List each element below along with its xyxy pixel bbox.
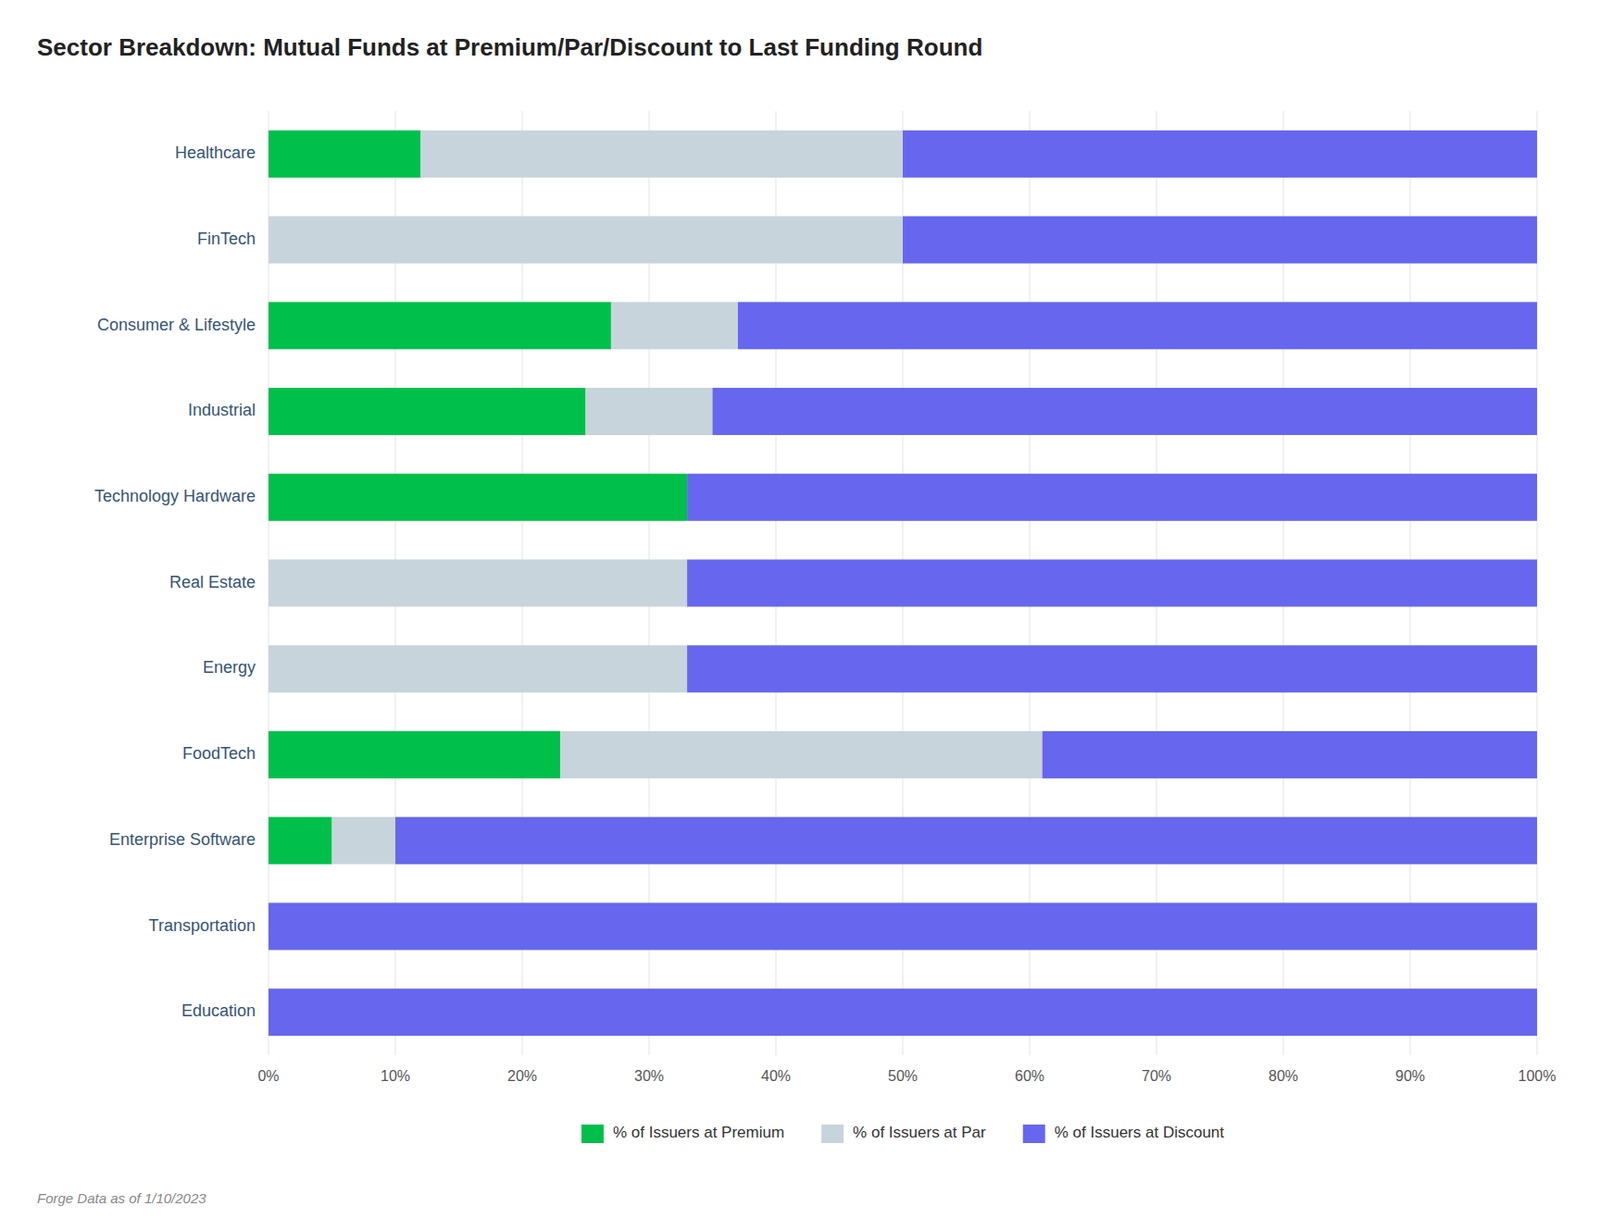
y-axis: Education Transportation Enterprise Softwa… bbox=[94, 143, 256, 1021]
title: Sector Breakdown: Mutual Funds at Premiu… bbox=[37, 33, 983, 62]
bar-segment bbox=[586, 387, 713, 436]
legend-item: % of Issuers at Par bbox=[821, 1124, 987, 1144]
x-tick-label: 0% bbox=[257, 1068, 279, 1085]
legend-swatch bbox=[581, 1125, 604, 1144]
bar-segment bbox=[687, 645, 1538, 693]
x-tick-label: 20% bbox=[507, 1068, 538, 1085]
bar-segment bbox=[712, 387, 1538, 436]
background bbox=[0, 0, 1600, 1231]
legend-swatch bbox=[1023, 1125, 1046, 1144]
bar-segment bbox=[268, 474, 688, 522]
legend-item: % of Issuers at Premium bbox=[581, 1124, 785, 1144]
y-tick-label: Technology Hardware bbox=[94, 487, 256, 506]
bar-segment bbox=[268, 731, 561, 779]
y-tick-label: Healthcare bbox=[175, 143, 256, 163]
x-axis: 0% 10% 20% 30% 40% 50% 60% 70% 80% 90% 100% bbox=[257, 1068, 1556, 1085]
bar-segment bbox=[687, 560, 1538, 608]
legend-swatch bbox=[821, 1125, 844, 1144]
bar-segment bbox=[268, 216, 903, 264]
y-tick-label: Industrial bbox=[187, 400, 256, 420]
chart: Sector Breakdown: Mutual Funds at Premiu… bbox=[0, 0, 1600, 1231]
y-tick-label: Enterprise Software bbox=[109, 830, 256, 850]
bar-segment bbox=[268, 130, 421, 178]
bar-segment bbox=[268, 902, 1538, 950]
bar-segment bbox=[332, 817, 397, 865]
x-tick-label: 100% bbox=[1518, 1068, 1557, 1085]
x-tick-label: 80% bbox=[1268, 1068, 1299, 1085]
grid bbox=[268, 111, 1538, 1056]
legend-label: % of Issuers at Par bbox=[852, 1124, 987, 1142]
x-tick-label: 10% bbox=[380, 1068, 411, 1085]
x-tick-label: 30% bbox=[634, 1068, 664, 1085]
legend-label: % of Issuers at Premium bbox=[612, 1124, 785, 1142]
x-tick-label: 60% bbox=[1014, 1068, 1045, 1085]
x-tick-label: 50% bbox=[887, 1068, 918, 1085]
bar-segment bbox=[268, 301, 612, 350]
y-tick-label: Transportation bbox=[149, 916, 256, 936]
bar-segment bbox=[268, 387, 587, 436]
bar-segment bbox=[737, 301, 1538, 350]
bar-segment bbox=[902, 216, 1538, 264]
legend-label: % of Issuers at Discount bbox=[1054, 1124, 1225, 1142]
x-tick-label: 40% bbox=[761, 1068, 791, 1085]
bar-segment bbox=[611, 301, 738, 350]
y-tick-label: FoodTech bbox=[182, 744, 256, 763]
bar-segment bbox=[268, 560, 688, 608]
bar-segment bbox=[268, 817, 333, 865]
bar-segment bbox=[268, 988, 1538, 1037]
y-tick-label: Education bbox=[181, 1001, 256, 1021]
x-tick-label: 90% bbox=[1395, 1068, 1425, 1085]
series bbox=[268, 130, 1538, 1037]
legend-item: % of Issuers at Discount bbox=[1023, 1124, 1225, 1144]
y-tick-label: FinTech bbox=[197, 229, 256, 249]
x-tick-label: 70% bbox=[1141, 1068, 1172, 1085]
bars bbox=[268, 130, 1538, 1037]
bar-segment bbox=[560, 731, 1043, 779]
bar-segment bbox=[395, 817, 1538, 865]
legend: % of Issuers at Premium % of Issuers at P… bbox=[581, 1124, 1225, 1144]
bar-segment bbox=[902, 130, 1538, 178]
bar-segment bbox=[268, 645, 688, 693]
footnote: Forge Data as of 1/10/2023 bbox=[37, 1190, 207, 1207]
y-tick-label: Energy bbox=[202, 658, 256, 677]
bar-segment bbox=[687, 474, 1538, 522]
bar-segment bbox=[420, 130, 903, 178]
y-tick-label: Real Estate bbox=[169, 573, 256, 592]
y-tick-label: Consumer & Lifestyle bbox=[97, 315, 256, 335]
bar-segment bbox=[1042, 731, 1538, 779]
